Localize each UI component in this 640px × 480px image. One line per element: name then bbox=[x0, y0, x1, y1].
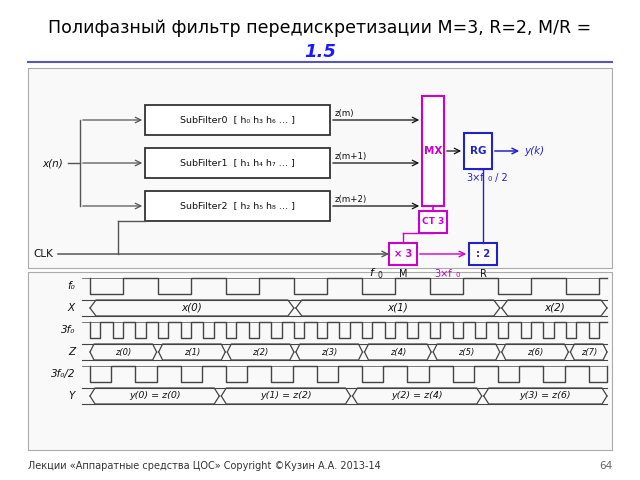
Text: CT 3: CT 3 bbox=[422, 217, 444, 227]
Text: 0: 0 bbox=[455, 272, 460, 278]
Text: 3×f: 3×f bbox=[434, 269, 452, 279]
Bar bbox=[419, 211, 447, 233]
Text: 3f₀: 3f₀ bbox=[61, 325, 75, 335]
Text: Полифазный фильтр передискретизации М=3, R=2, M/R =: Полифазный фильтр передискретизации М=3,… bbox=[49, 19, 591, 37]
Text: MX: MX bbox=[424, 146, 442, 156]
Text: M: M bbox=[399, 269, 407, 279]
Text: × 3: × 3 bbox=[394, 249, 412, 259]
Bar bbox=[28, 68, 612, 268]
Text: z(0): z(0) bbox=[115, 348, 131, 357]
Text: y(0) = z(0): y(0) = z(0) bbox=[129, 392, 180, 400]
Text: : 2: : 2 bbox=[476, 249, 490, 259]
Text: y(k): y(k) bbox=[524, 146, 544, 156]
Text: 3f₀/2: 3f₀/2 bbox=[51, 369, 75, 379]
Text: SubFilter0  [ h₀ h₃ h₆ … ]: SubFilter0 [ h₀ h₃ h₆ … ] bbox=[180, 116, 295, 124]
Text: y(1) = z(2): y(1) = z(2) bbox=[260, 392, 312, 400]
Text: f: f bbox=[369, 268, 373, 278]
Text: x(1): x(1) bbox=[387, 303, 408, 313]
Text: z(m+1): z(m+1) bbox=[335, 152, 367, 161]
Bar bbox=[464, 133, 492, 169]
Text: 64: 64 bbox=[599, 461, 612, 471]
Text: RG: RG bbox=[470, 146, 486, 156]
Text: z(m+2): z(m+2) bbox=[335, 195, 367, 204]
Text: 1.5: 1.5 bbox=[304, 43, 336, 61]
Text: x(2): x(2) bbox=[544, 303, 564, 313]
Text: z(5): z(5) bbox=[458, 348, 475, 357]
Text: z(6): z(6) bbox=[527, 348, 543, 357]
Text: y(3) = z(6): y(3) = z(6) bbox=[520, 392, 571, 400]
Text: x(n): x(n) bbox=[42, 158, 63, 168]
Text: Z: Z bbox=[68, 347, 75, 357]
Text: Лекции «Аппаратные средства ЦОС» Copyright ©Кузин А.А. 2013-14: Лекции «Аппаратные средства ЦОС» Copyrig… bbox=[28, 461, 381, 471]
Text: z(7): z(7) bbox=[580, 348, 597, 357]
Text: z(4): z(4) bbox=[390, 348, 406, 357]
Bar bbox=[389, 243, 417, 265]
Bar bbox=[422, 96, 444, 206]
Text: 3×f: 3×f bbox=[466, 173, 484, 183]
Text: CLK: CLK bbox=[33, 249, 53, 259]
Text: f₀: f₀ bbox=[67, 281, 75, 291]
Text: SubFilter2  [ h₂ h₅ h₈ … ]: SubFilter2 [ h₂ h₅ h₈ … ] bbox=[180, 202, 295, 211]
Text: z(1): z(1) bbox=[184, 348, 200, 357]
Text: z(m): z(m) bbox=[335, 109, 355, 118]
Text: / 2: / 2 bbox=[492, 173, 508, 183]
Text: R: R bbox=[479, 269, 486, 279]
Text: y(2) = z(4): y(2) = z(4) bbox=[391, 392, 443, 400]
Bar bbox=[145, 148, 330, 178]
Bar bbox=[469, 243, 497, 265]
Text: 0: 0 bbox=[377, 271, 382, 280]
Text: Y: Y bbox=[68, 391, 75, 401]
Text: SubFilter1  [ h₁ h₄ h₇ … ]: SubFilter1 [ h₁ h₄ h₇ … ] bbox=[180, 158, 295, 168]
Text: z(2): z(2) bbox=[252, 348, 269, 357]
Bar bbox=[145, 191, 330, 221]
Text: X: X bbox=[68, 303, 75, 313]
Text: 0: 0 bbox=[487, 176, 492, 182]
Text: x(0): x(0) bbox=[182, 303, 202, 313]
Bar bbox=[145, 105, 330, 135]
Text: z(3): z(3) bbox=[321, 348, 337, 357]
Bar bbox=[28, 272, 612, 450]
